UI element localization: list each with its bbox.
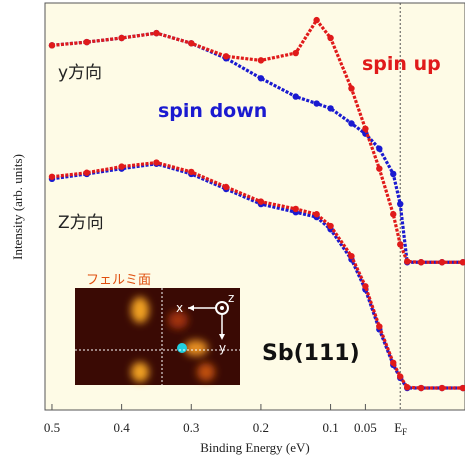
chart: Binding Energy (eV) Intensity (arb. unit… [0, 0, 465, 464]
x-axis-label: Binding Energy (eV) [200, 440, 310, 455]
y-direction-label: y方向 [58, 63, 102, 83]
fermi-level-label: EF [394, 420, 407, 437]
fermi-level-e: E [394, 420, 402, 435]
x-tick-label: 0.3 [183, 420, 199, 435]
x-tick-label: 0.2 [253, 420, 269, 435]
x-tick-label: 0.1 [322, 420, 338, 435]
x-tick-label: 0.05 [354, 420, 377, 435]
sample-label: Sb(111) [262, 341, 360, 366]
x-tick-label: 0.4 [113, 420, 130, 435]
z-direction-label: Z方向 [58, 213, 104, 233]
inset-x-label: x [176, 301, 183, 315]
spin-up-label: spin up [362, 53, 441, 75]
inset-z-label: z [228, 291, 234, 305]
inset-image [75, 288, 240, 385]
fermi-level-sub: F [402, 427, 407, 437]
x-tick-label: 0.5 [44, 420, 60, 435]
inset: x z y [75, 288, 240, 385]
fermi-surface-label: フェルミ面 [86, 273, 151, 288]
y-axis-label: Intensity (arb. units) [10, 154, 25, 260]
inset-y-label: y [219, 341, 226, 355]
spin-down-label: spin down [158, 100, 267, 122]
